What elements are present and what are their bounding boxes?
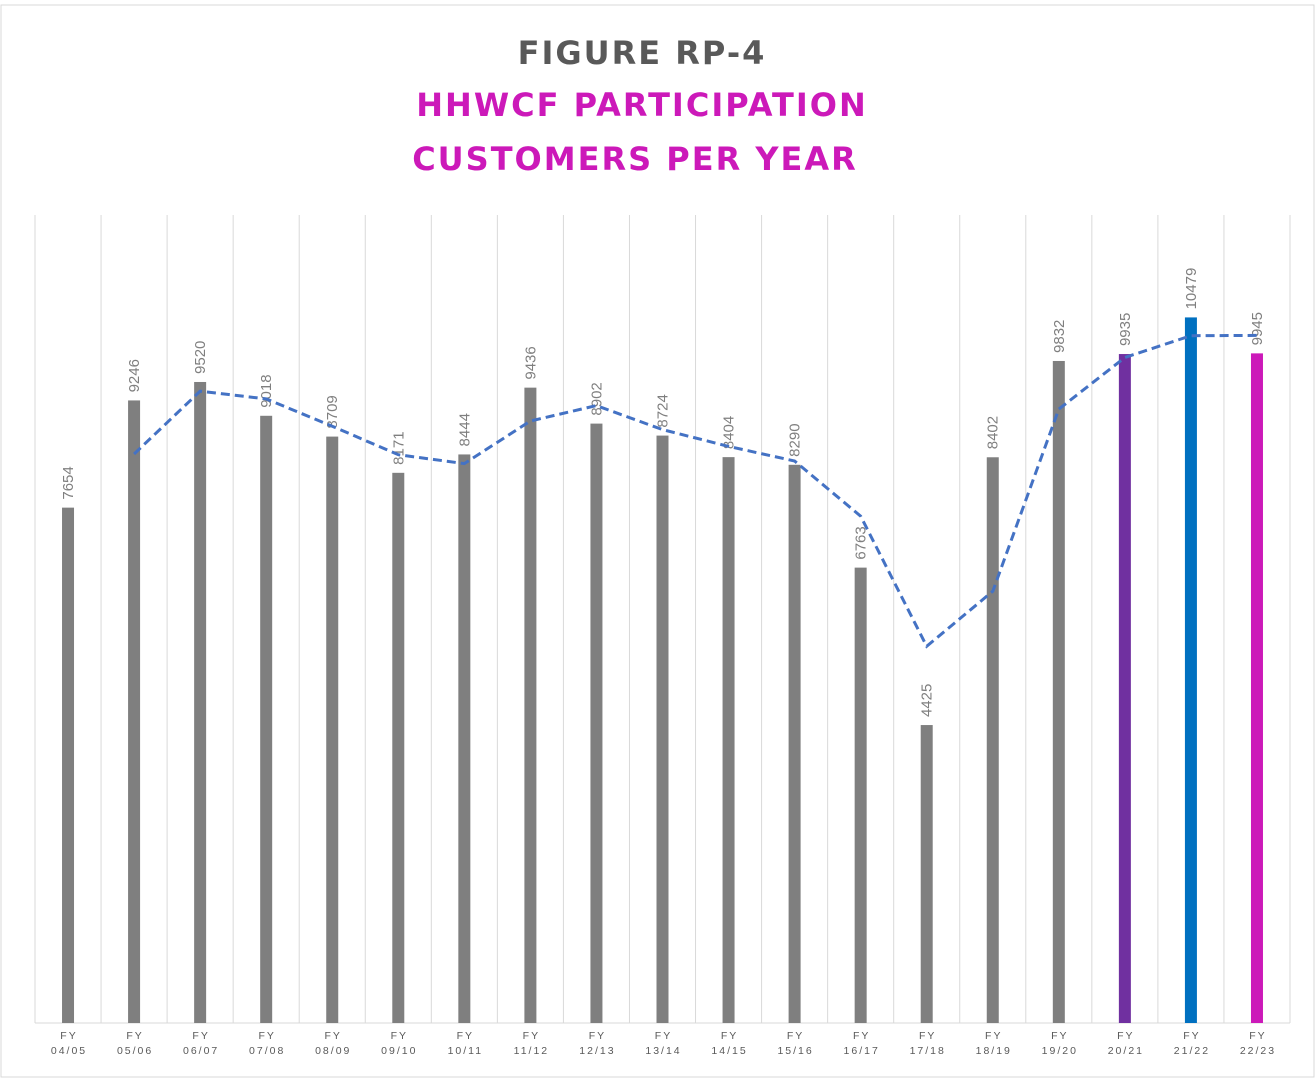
bar [326,436,339,1023]
x-tick-label: FY 06/07 [182,1030,220,1057]
data-label: 8709 [324,395,341,428]
trend-line [133,333,1258,649]
bar [590,423,603,1024]
chart-subtitle: HHWCF PARTICIPATION [416,86,867,124]
data-label: 8404 [721,416,738,449]
x-tick-label: FY 15/16 [777,1030,814,1057]
data-label: 8402 [985,416,1002,449]
data-label: 9935 [1117,313,1134,346]
data-label: 9945 [1249,312,1266,345]
bar [128,400,141,1023]
bar [260,415,273,1024]
bar [458,454,471,1023]
bar [986,457,999,1023]
x-tick-label: FY 14/15 [711,1030,748,1057]
bar [194,381,207,1023]
data-label: 9436 [522,346,539,379]
x-tick-label: FY 08/09 [315,1030,352,1057]
x-tick-label: FY 05/06 [116,1030,154,1057]
bar [854,567,867,1023]
x-tick-label: FY 20/21 [1107,1030,1144,1057]
data-label: 8902 [588,382,605,415]
x-tick-label: FY 11/12 [513,1030,550,1057]
data-label: 9520 [192,341,209,374]
data-label: 9832 [1051,320,1068,353]
chart-subtitle: CUSTOMERS PER YEAR [412,140,858,178]
bar [656,435,669,1024]
x-tick-label: FY 10/11 [447,1030,484,1057]
bar [392,472,405,1023]
bar [788,464,801,1024]
data-label: 8290 [787,423,804,456]
x-tick-label: FY 13/14 [645,1030,682,1057]
x-tick-label: FY 19/20 [1041,1030,1078,1057]
bar [1052,360,1065,1024]
data-label: 8171 [390,431,407,464]
x-tick-label: FY 22/23 [1239,1030,1277,1057]
x-tick-label: FY 16/17 [843,1030,880,1057]
data-label: 8724 [655,394,672,427]
data-label: 7654 [60,466,77,499]
bar [1250,353,1263,1023]
data-label: 10479 [1183,268,1200,310]
data-label: 9018 [258,374,275,407]
data-label: 4425 [919,684,936,717]
data-label: 9246 [126,359,143,392]
x-tick-label: FY 21/22 [1173,1030,1211,1057]
x-tick-label: FY 17/18 [909,1030,946,1057]
data-label: 6763 [853,526,870,559]
chart-title: FIGURE RP-4 [518,34,767,72]
x-tick-label: FY 04/05 [50,1030,88,1057]
bar [722,457,735,1023]
x-tick-label: FY 07/08 [249,1030,286,1057]
bar [920,725,933,1023]
bar [1118,354,1131,1023]
x-tick-label: FY 12/13 [579,1030,616,1057]
bar [524,387,537,1023]
x-tick-label: FY 18/19 [975,1030,1012,1057]
x-tick-label: FY 09/10 [381,1030,418,1057]
bar [1184,317,1197,1023]
data-label: 8444 [456,413,473,446]
bar [62,507,75,1023]
